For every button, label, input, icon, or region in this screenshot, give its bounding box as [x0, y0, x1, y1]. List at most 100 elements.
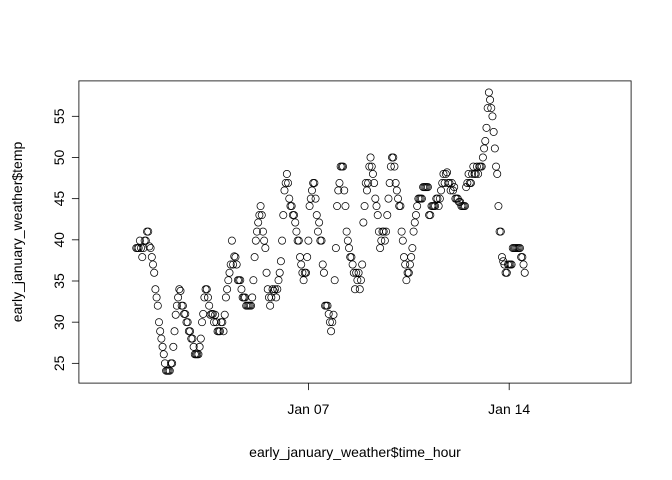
data-point: [272, 293, 281, 302]
data-point: [401, 260, 410, 269]
data-point: [313, 227, 322, 236]
data-point: [221, 293, 230, 302]
data-point: [359, 218, 368, 227]
data-point: [339, 162, 348, 171]
data-point: [466, 179, 475, 187]
data-point: [507, 260, 516, 269]
data-point: [230, 252, 239, 261]
data-point: [371, 194, 380, 203]
data-point: [211, 310, 220, 319]
data-point: [354, 268, 363, 277]
data-point: [340, 186, 349, 195]
data-point: [175, 285, 184, 294]
data-point: [249, 276, 258, 285]
data-point: [366, 153, 375, 162]
data-point: [165, 366, 174, 375]
y-tick-label: 35: [51, 273, 67, 289]
data-point: [402, 276, 411, 285]
data-point: [188, 334, 197, 343]
data-point: [145, 242, 154, 251]
data-point: [361, 179, 370, 187]
data-point: [376, 244, 385, 253]
data-point: [258, 227, 267, 236]
y-tick-label: 30: [51, 314, 67, 330]
data-point: [156, 327, 165, 336]
data-point: [319, 268, 328, 277]
data-point: [158, 342, 167, 351]
x-axis: Jan 07 Jan 14: [287, 383, 530, 417]
data-point: [220, 310, 229, 319]
y-tick-label: 40: [51, 232, 67, 248]
data-point: [186, 327, 195, 336]
data-point: [315, 218, 324, 227]
data-point: [294, 236, 303, 245]
data-point: [413, 202, 422, 211]
data-point: [519, 260, 528, 269]
data-point: [408, 244, 417, 253]
data-point: [443, 168, 452, 177]
data-point: [460, 202, 469, 211]
data-point: [260, 236, 269, 245]
data-point: [168, 359, 177, 368]
data-point: [433, 194, 442, 203]
data-point: [251, 236, 260, 245]
data-point: [147, 253, 156, 262]
data-point: [347, 253, 356, 262]
data-point: [232, 260, 241, 269]
data-point: [150, 268, 159, 277]
data-point: [141, 236, 150, 245]
data-point: [482, 123, 491, 132]
data-point: [379, 227, 388, 236]
data-point: [303, 253, 312, 262]
data-point: [135, 236, 144, 245]
data-point: [481, 137, 490, 145]
data-point: [278, 236, 287, 245]
data-point: [391, 179, 400, 187]
data-point: [171, 310, 180, 319]
data-point: [450, 183, 459, 192]
data-point: [385, 179, 394, 187]
data-point: [404, 268, 413, 277]
data-point: [306, 194, 315, 203]
data-point: [490, 144, 499, 153]
data-point: [368, 169, 377, 178]
data-point: [520, 268, 529, 277]
data-point: [194, 350, 203, 359]
data-point: [138, 253, 147, 262]
data-point: [181, 309, 190, 318]
data-point: [317, 236, 326, 245]
data-point: [345, 244, 353, 253]
data-point: [274, 276, 283, 285]
y-axis-label: early_january_weather$temp: [9, 142, 25, 323]
data-point: [483, 104, 492, 113]
data-point: [498, 253, 506, 262]
data-point: [255, 211, 264, 220]
data-point: [329, 310, 338, 319]
data-point: [411, 211, 420, 220]
data-point: [205, 301, 214, 310]
data-point: [492, 162, 501, 171]
data-point: [152, 293, 161, 302]
data-point: [435, 194, 444, 203]
data-point: [496, 227, 505, 236]
data-point: [282, 169, 291, 178]
data-point: [134, 244, 143, 253]
data-point: [311, 194, 320, 203]
data-point: [196, 334, 205, 343]
data-point: [169, 342, 178, 351]
data-point: [449, 186, 457, 195]
data-point: [328, 318, 337, 327]
data-point: [383, 211, 392, 220]
data-point: [348, 260, 357, 269]
data-point: [409, 227, 418, 236]
data-point: [441, 169, 450, 178]
data-point: [334, 186, 343, 195]
data-point: [250, 253, 259, 262]
x-axis-label: early_january_weather$time_hour: [249, 444, 461, 460]
data-point: [176, 286, 185, 295]
x-tick-label: Jan 07: [287, 401, 329, 417]
data-point: [447, 179, 456, 187]
data-point: [384, 194, 393, 203]
data-point: [484, 88, 493, 97]
